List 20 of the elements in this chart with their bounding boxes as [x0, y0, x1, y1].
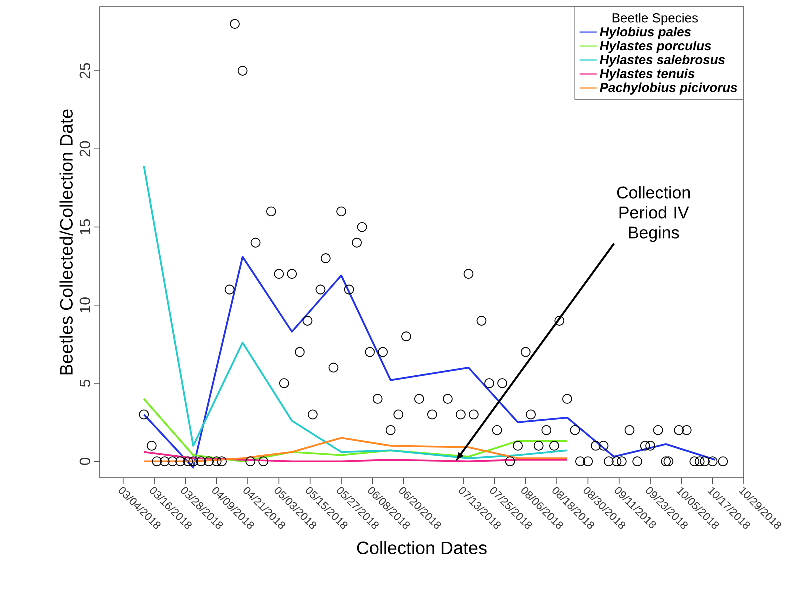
- legend-label: Hylastes porculus: [600, 41, 712, 54]
- line-series: [143, 256, 716, 469]
- y-tick-label: 20: [80, 141, 90, 157]
- line-series: [143, 451, 568, 462]
- legend-label: Hylobius pales: [600, 27, 692, 40]
- y-axis-title: Beetles Collected/Collection Date: [60, 110, 73, 375]
- y-tick-label: 15: [80, 220, 90, 234]
- line-series: [143, 165, 568, 460]
- legend-label: Hylastes tenuis: [600, 68, 695, 81]
- legend-label: Hylastes salebrosus: [600, 54, 726, 68]
- y-tick-label: 0: [80, 458, 90, 466]
- annotation: Collection Period IV Begins: [617, 186, 690, 242]
- legend-title: Beetle Species: [612, 13, 698, 26]
- y-tick-label: 25: [80, 63, 90, 79]
- line-series: [143, 437, 568, 462]
- x-axis-title: Collection Dates: [357, 541, 487, 554]
- line-series: [143, 398, 568, 462]
- legend-label: Pachylobius picivorus: [600, 82, 738, 95]
- y-tick-label: 10: [80, 298, 90, 313]
- y-tick-label: 5: [80, 380, 90, 388]
